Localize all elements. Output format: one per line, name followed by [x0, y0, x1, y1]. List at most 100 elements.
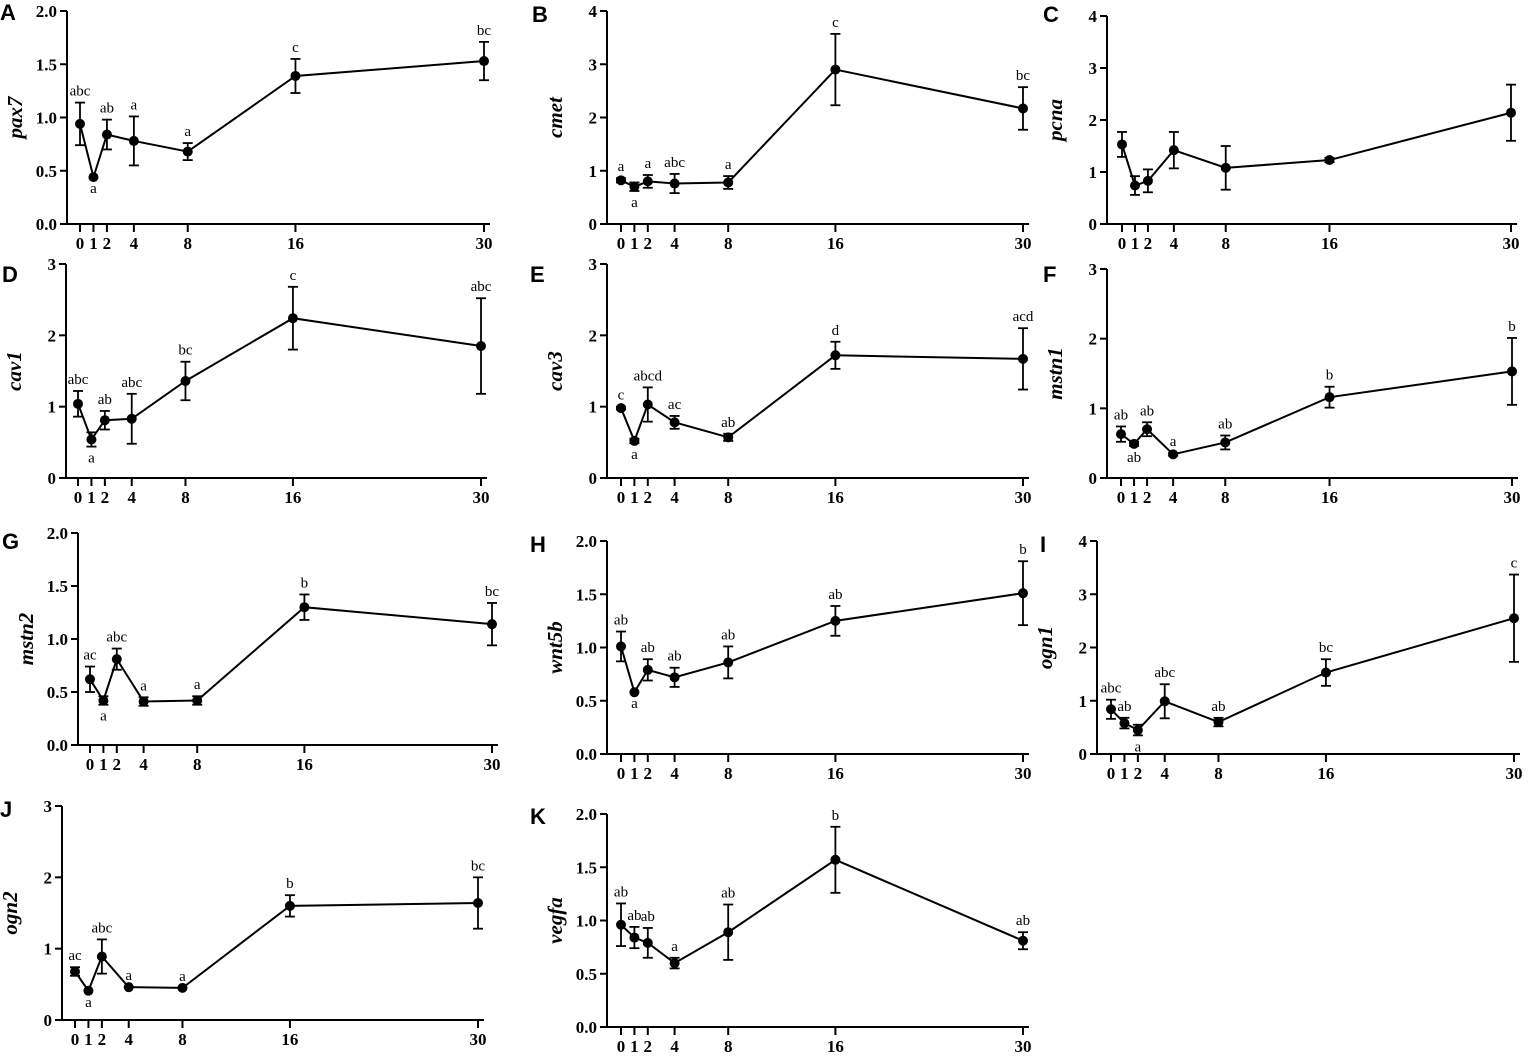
y-tick-label: 1 — [1089, 399, 1098, 418]
data-point — [1507, 366, 1517, 377]
panel-letter: B — [532, 2, 548, 27]
data-point — [1220, 437, 1231, 448]
significance-label: abc — [91, 920, 112, 936]
y-tick-label: 1.0 — [576, 639, 597, 658]
x-tick-label: 2 — [644, 234, 653, 253]
x-tick-label: 1 — [89, 234, 98, 253]
x-tick-label: 0 — [1117, 488, 1126, 507]
data-point — [830, 350, 841, 361]
x-tick-label: 1 — [84, 1030, 93, 1049]
significance-label: b — [1326, 368, 1334, 384]
significance-label: bc — [485, 584, 500, 600]
x-tick-label: 8 — [1214, 764, 1223, 783]
x-tick-label: 16 — [1321, 488, 1338, 507]
data-point — [1168, 449, 1179, 460]
data-point — [642, 399, 653, 410]
y-tick-label: 0.5 — [576, 965, 597, 984]
data-point — [1220, 162, 1231, 173]
y-tick-label: 0 — [1079, 745, 1088, 764]
x-tick-label: 0 — [1118, 234, 1127, 253]
significance-label: a — [88, 451, 95, 467]
panel-letter: G — [2, 529, 19, 554]
x-tick-label: 4 — [670, 1037, 679, 1056]
significance-label: a — [671, 939, 678, 955]
x-tick-label: 0 — [617, 488, 626, 507]
significance-label: a — [90, 181, 97, 197]
x-tick-label: 1 — [630, 488, 639, 507]
y-tick-label: 3 — [589, 55, 598, 74]
x-tick-label: 8 — [1221, 234, 1230, 253]
y-tick-label: 1.0 — [36, 109, 57, 128]
data-point — [629, 687, 640, 698]
y-tick-label: 1.0 — [47, 630, 68, 649]
y-tick-label: 4 — [1089, 7, 1098, 26]
y-axis-label: vegfa — [543, 897, 567, 944]
data-point — [70, 966, 80, 977]
data-point — [642, 664, 653, 675]
x-tick-label: 16 — [1317, 764, 1334, 783]
x-tick-label: 2 — [101, 488, 110, 507]
x-tick-label: 30 — [1015, 764, 1032, 783]
x-tick-label: 2 — [644, 1037, 653, 1056]
x-tick-label: 1 — [99, 755, 108, 774]
data-point — [830, 615, 841, 626]
y-axis-label: cmet — [543, 96, 567, 138]
significance-label: bc — [477, 23, 492, 39]
x-tick-label: 1 — [630, 1037, 639, 1056]
y-axis-label: wnt5b — [543, 621, 567, 674]
data-point — [138, 696, 149, 707]
significance-label: b — [832, 808, 840, 824]
y-tick-label: 0.0 — [576, 1018, 597, 1037]
significance-label: b — [286, 876, 294, 892]
x-tick-label: 0 — [76, 234, 85, 253]
significance-label: ab — [614, 884, 628, 900]
x-tick-label: 4 — [130, 234, 139, 253]
y-tick-label: 2.0 — [47, 524, 68, 543]
x-tick-label: 8 — [181, 488, 190, 507]
x-tick-label: 16 — [284, 488, 301, 507]
y-tick-label: 1.5 — [576, 858, 597, 877]
data-point — [830, 854, 841, 865]
data-point — [616, 641, 626, 652]
series-line — [620, 858, 1024, 965]
y-tick-label: 1.5 — [576, 585, 597, 604]
x-tick-label: 30 — [1015, 488, 1032, 507]
data-point — [88, 172, 99, 183]
data-point — [642, 937, 653, 948]
data-point — [1018, 103, 1028, 114]
y-tick-label: 1.0 — [576, 912, 597, 931]
panel-letter: F — [1043, 262, 1056, 287]
y-tick-label: 0 — [589, 469, 598, 488]
data-point — [75, 118, 85, 129]
x-tick-label: 4 — [1169, 488, 1178, 507]
x-tick-label: 30 — [476, 234, 493, 253]
data-point — [1018, 935, 1028, 946]
data-point — [723, 927, 734, 938]
data-point — [123, 982, 134, 993]
data-point — [723, 177, 734, 188]
y-tick-label: 1 — [1079, 692, 1088, 711]
y-tick-label: 3 — [1089, 260, 1098, 279]
significance-label: d — [832, 323, 840, 339]
data-point — [479, 56, 489, 67]
x-tick-label: 2 — [113, 755, 122, 774]
panel-letter: D — [2, 262, 18, 287]
significance-label: c — [1511, 556, 1518, 572]
significance-label: ab — [1016, 913, 1030, 929]
y-tick-label: 0.0 — [576, 745, 597, 764]
y-tick-label: 3 — [48, 255, 57, 274]
y-tick-label: 0 — [1089, 215, 1098, 234]
significance-label: a — [179, 969, 186, 985]
x-tick-label: 2 — [1144, 234, 1153, 253]
significance-label: ab — [100, 101, 114, 117]
significance-label: a — [100, 709, 107, 725]
y-axis-label: cav1 — [2, 351, 26, 391]
data-point — [1119, 718, 1130, 729]
data-point — [1324, 392, 1335, 403]
x-tick-label: 0 — [617, 764, 626, 783]
series-line — [1121, 111, 1512, 187]
x-tick-label: 0 — [86, 755, 95, 774]
